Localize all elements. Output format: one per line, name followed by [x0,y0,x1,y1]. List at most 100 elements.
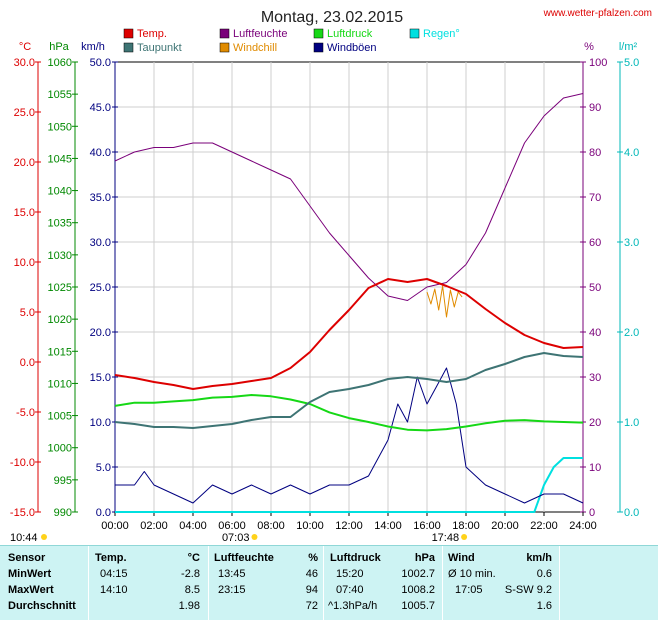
series-pressure [114,394,584,432]
col-sep [88,546,89,620]
tick-label-pressure: 1005 [48,411,72,423]
tick-label-temp: 25.0 [14,107,35,119]
legend-swatch-pressure [313,28,324,39]
press-value: 1008.2 [401,584,435,596]
col-sep [559,546,560,620]
tick-label-humidity: 60 [589,237,601,249]
grid [115,62,583,512]
sunrise-label: 07:03 [222,532,250,544]
legend-swatch-wind [313,42,324,53]
tick-label-rain: 4.0 [624,147,639,159]
press-time: ^1.3hPa/h [328,600,378,612]
legend-swatch-temp [123,28,134,39]
tick-label-humidity: 50 [589,282,601,294]
wind-label: Ø 10 min. [448,568,496,580]
x-tick-label: 10:00 [296,520,324,532]
tick-label-wind: 50.0 [90,57,111,69]
tick-label-humidity: 70 [589,192,601,204]
press-value: 1005.7 [401,600,435,612]
x-tick-label: 16:00 [413,520,441,532]
press-value: 1002.7 [401,568,435,580]
tick-label-pressure: 1015 [48,346,72,358]
hdr-press: Luftdruck [330,552,381,564]
legend-label-rain: Regen° [423,28,460,40]
tick-label-wind: 10.0 [90,417,111,429]
tick-label-pressure: 1040 [48,186,72,198]
tick-label-rain: 3.0 [624,237,639,249]
wind-value: 0.6 [536,568,552,580]
tick-label-pressure: 1025 [48,282,72,294]
series-temp [114,278,584,390]
legend-swatch-humidity [219,28,230,39]
tick-label-temp: 0.0 [20,357,35,369]
legend-label-wind: Windböen [327,42,377,54]
wind-value: S-SW 9.2 [504,584,552,596]
tick-label-temp: 5.0 [20,307,35,319]
hum-time: 23:15 [218,584,246,596]
wind-label: 17:05 [455,584,483,596]
hdr-sensor: Sensor [8,552,46,564]
series-dewpoint [114,352,584,429]
x-tick-label: 24:00 [569,520,597,532]
legend-label-dewpoint: Taupunkt [137,42,182,54]
legend-swatch-windchill [219,42,230,53]
hum-value: 46 [305,568,318,580]
hum-time: 13:45 [218,568,246,580]
x-tick-label: 20:00 [491,520,519,532]
row-label: Durchschnitt [8,600,76,612]
tick-label-wind: 0.0 [96,507,111,519]
x-tick-label: 12:00 [335,520,363,532]
stats-row-min: MinWert 04:15 -2.8 13:45 46 15:20 1002.7… [0,568,658,582]
series-rain [115,457,583,513]
tick-label-wind: 35.0 [90,192,111,204]
tick-label-temp: -5.0 [16,407,35,419]
tick-label-wind: 25.0 [90,282,111,294]
stats-header-row: Sensor Temp. °C Luftfeuchte % Luftdruck … [0,552,658,566]
tick-label-pressure: 1050 [48,121,72,133]
chart-legend: Temp. Luftfeuchte Luftdruck Regen° Taupunkt W… [123,28,460,54]
tick-label-humidity: 90 [589,102,601,114]
tick-label-temp: 10.0 [14,257,35,269]
stats-top-border [0,545,658,546]
tick-label-pressure: 1000 [48,443,72,455]
chart-title: Montag, 23.02.2015 [261,9,403,26]
tick-label-wind: 40.0 [90,147,111,159]
tick-label-temp: 20.0 [14,157,35,169]
temp-value: -2.8 [181,568,200,580]
hdr-temp-unit: °C [187,552,200,564]
axis-unit-wind: km/h [81,41,105,53]
hum-value: 72 [305,600,318,612]
sunrise-icon [251,534,258,540]
tick-label-temp: -15.0 [10,507,35,519]
temp-value: 1.98 [178,600,200,612]
col-sep [323,546,324,620]
row-label: MaxWert [8,584,54,596]
hdr-hum-unit: % [308,552,318,564]
tick-label-rain: 5.0 [624,57,639,69]
tick-label-temp: 30.0 [14,57,35,69]
tick-label-pressure: 1045 [48,153,72,165]
tick-label-pressure: 1035 [48,218,72,230]
tick-label-rain: 2.0 [624,327,639,339]
stats-row-max: MaxWert 14:10 8.5 23:15 94 07:40 1008.2 … [0,584,658,598]
col-sep [208,546,209,620]
axis-unit-temp: °C [19,41,31,53]
wind-value: 1.6 [536,600,552,612]
series-windchill [426,285,463,318]
x-tick-label: 02:00 [140,520,168,532]
stats-row-avg: Durchschnitt 1.98 72 ^1.3hPa/h 1005.7 1.… [0,600,658,614]
tick-label-temp: -10.0 [10,457,35,469]
legend-label-pressure: Luftdruck [327,28,373,40]
tick-label-pressure: 1030 [48,250,72,262]
hdr-wind-unit: km/h [526,552,552,564]
tick-label-humidity: 0 [589,507,595,519]
x-tick-label: 04:00 [179,520,207,532]
tick-label-pressure: 1010 [48,378,72,390]
legend-swatch-rain [409,28,420,39]
axes: 30.0 25.0 20.0 15.0 10.0 5.0 0.0 -5.0 -10.0 -15.0… [10,57,639,532]
tick-label-humidity: 30 [589,372,601,384]
weather-chart: Montag, 23.02.2015 www.wetter-pfalzen.co… [10,8,652,544]
legend-label-windchill: Windchill [233,42,277,54]
legend-swatch-dewpoint [123,42,134,53]
tick-label-wind: 20.0 [90,327,111,339]
